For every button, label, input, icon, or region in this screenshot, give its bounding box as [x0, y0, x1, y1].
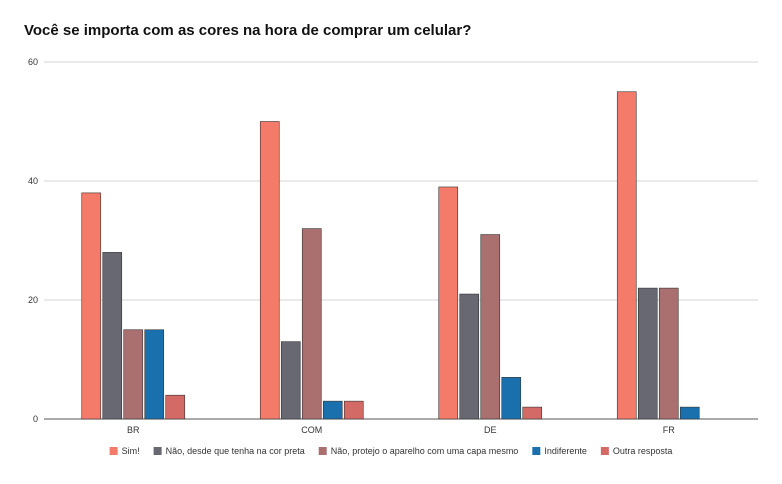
legend-label: Outra resposta: [613, 446, 673, 456]
bar: [165, 394, 186, 420]
legend-label: Indiferente: [544, 446, 587, 456]
bar: [637, 287, 658, 420]
legend-swatch: [109, 447, 118, 455]
legend-label: Não, desde que tenha na cor preta: [166, 446, 305, 456]
bar: [301, 228, 322, 420]
bar: [81, 192, 102, 420]
bar: [102, 252, 123, 420]
legend-swatch: [600, 447, 609, 455]
x-tick-label: BR: [127, 425, 140, 435]
bar: [259, 121, 280, 420]
bar: [480, 234, 501, 420]
bar: [280, 341, 301, 420]
y-tick-label: 20: [28, 295, 38, 305]
bar: [343, 400, 364, 420]
bar: [658, 287, 679, 420]
x-tick-label: COM: [301, 425, 322, 435]
x-tick-label: FR: [663, 425, 675, 435]
bar: [123, 329, 144, 420]
bar: [322, 400, 343, 420]
bar: [438, 186, 459, 420]
legend-swatch: [153, 447, 162, 455]
bar: [144, 329, 165, 420]
legend-swatch: [532, 447, 541, 455]
bar: [501, 377, 522, 420]
chart-title: Você se importa com as cores na hora de …: [24, 22, 472, 39]
y-tick-label: 60: [28, 57, 38, 67]
bar: [679, 406, 700, 420]
bar: [459, 293, 480, 420]
bar: [616, 91, 637, 420]
legend-swatch: [318, 447, 327, 455]
bar: [522, 406, 543, 420]
legend-label: Não, protejo o aparelho com uma capa mes…: [331, 446, 519, 456]
y-tick-label: 0: [33, 414, 38, 424]
x-tick-label: DE: [484, 425, 497, 435]
legend-label: Sim!: [122, 446, 140, 456]
y-tick-label: 40: [28, 176, 38, 186]
